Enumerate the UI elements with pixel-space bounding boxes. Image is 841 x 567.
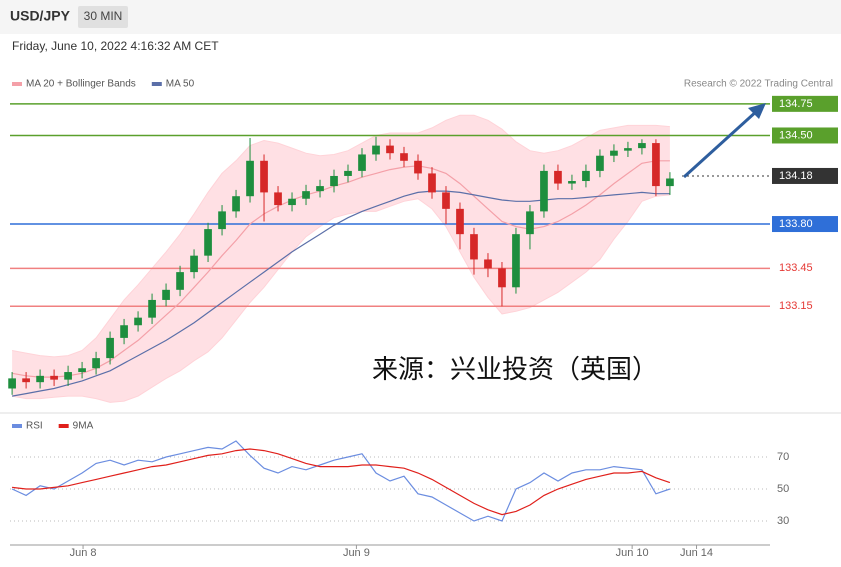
candle-body [526,211,534,235]
candle-body [274,192,282,206]
candle-body [204,229,212,256]
forecast-arrow-head [748,103,766,119]
candle-body [232,196,240,212]
credit: Research © 2022 Trading Central [684,79,833,90]
forecast-arrow [682,108,760,179]
level-label: 133.45 [779,262,813,274]
candle-body [582,170,590,182]
candle-body [512,234,520,288]
subtitle: Friday, June 10, 2022 4:16:32 AM CET [12,39,219,53]
ma-line [11,160,670,378]
level-label-box [772,167,838,184]
y-tick-label: 70 [777,451,789,463]
candle-body [400,153,408,161]
level-label: 133.15 [779,300,813,312]
band-edge [12,114,670,358]
candle-body [554,170,562,184]
candle-body [260,160,268,193]
legend-label: MA 50 [166,79,195,90]
candle-body [120,325,128,338]
candle-body [414,160,422,174]
chart-title: USD/JPY [10,8,71,24]
header-bar [0,0,841,34]
x-tick-label: Jun 8 [70,547,97,559]
level-label: 134.75 [779,98,813,110]
candle-body [428,173,436,193]
series-line [12,448,671,516]
candle-body [246,160,254,197]
x-tick-label: Jun 10 [616,547,649,559]
legend-swatch [12,82,22,86]
candle-body [498,268,506,288]
candle-body [442,192,450,209]
timeframe[interactable]: 30 MIN [84,9,123,23]
level-label-box [772,127,838,144]
series-line [11,440,671,522]
candle-body [148,299,156,318]
candle-body [652,143,660,187]
legend-label: MA 20 + Bollinger Bands [26,79,136,90]
level-label-box [772,216,838,233]
candle-body [610,150,618,156]
candle-body [92,358,100,369]
candle-body [190,255,198,273]
candle-body [106,337,114,359]
x-tick-label: Jun 14 [680,547,713,559]
rsi-panel: RSI 9MA 30 50 70 Jun 8 Jun 9 Jun 10 Jun 14 [10,421,789,559]
candle-body [22,378,30,383]
candle-body [596,155,604,171]
candle-body [302,191,310,199]
candle-body [456,208,464,235]
candle-body [330,175,338,187]
candle-body [64,372,72,380]
candle-body [470,234,478,260]
candle-body [568,181,576,184]
x-tick-label: Jun 9 [343,547,370,559]
legend-label: 9MA [73,421,94,432]
candle-body [624,148,632,151]
candle-body [484,259,492,269]
candle-body [666,178,674,187]
candle-body [134,317,142,326]
candle-body [316,186,324,192]
legend-swatch [12,424,22,428]
level-label: 134.18 [779,170,813,182]
ma-line [11,190,670,397]
legend-swatch [151,82,162,86]
candle-body [36,375,44,383]
level-label-box [772,95,838,112]
timeframe-button[interactable] [78,6,128,28]
candle-body [8,378,16,389]
candle-body [638,143,646,149]
candle-body [50,375,58,380]
candle-body [78,368,86,373]
watermark: 来源：兴业投资（英国） [372,354,658,384]
level-label: 133.80 [779,218,813,230]
y-tick-label: 30 [777,515,789,527]
level-label: 134.50 [779,129,813,141]
legend-label: RSI [26,421,43,432]
price-panel: MA 20 + Bollinger Bands MA 50 134.75 134.50… [8,79,838,403]
candle-body [540,170,548,212]
candle-body [386,145,394,154]
bollinger-band [12,115,670,403]
candle-body [344,170,352,176]
candle-body [372,145,380,155]
legend-swatch [58,424,69,428]
candle-body [358,154,366,171]
candle-body [218,211,226,230]
y-tick-label: 50 [777,483,789,495]
candle-body [176,272,184,290]
band-edge [12,194,670,403]
candle-body [288,198,296,206]
candle-body [162,289,170,300]
